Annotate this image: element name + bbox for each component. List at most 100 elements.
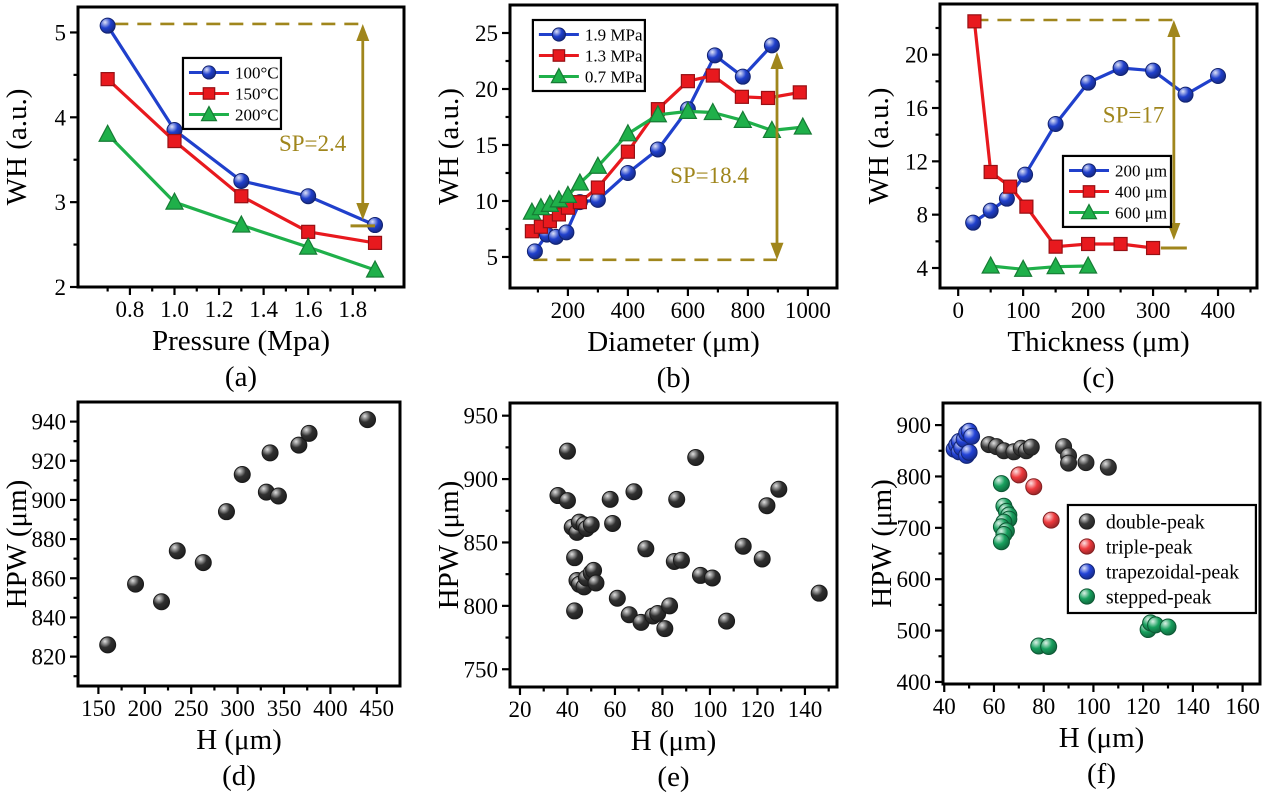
svg-text:1.6: 1.6 [294,297,323,322]
y-axis-label: WH (a.u.) [863,88,895,205]
svg-text:40: 40 [933,694,956,719]
chart-e-canvas: 20 40 60 80 100 120 140 750 800 850 900 950 H (μm) HP… [433,401,839,793]
svg-text:800: 800 [731,298,766,323]
svg-text:20: 20 [508,697,531,722]
svg-text:80: 80 [1032,694,1055,719]
chart-d-canvas: 150 200 250 300 350 400 450 820 840 860 880 900 920 9… [1,400,402,792]
legend: double-peak triple-peak trapezoidal-peak st… [1066,503,1257,615]
svg-text:750: 750 [464,657,499,682]
x-axis-label: Diameter (μm) [587,326,760,358]
svg-text:5: 5 [55,20,67,45]
svg-text:10: 10 [475,189,498,214]
svg-text:300: 300 [220,696,255,721]
svg-text:920: 920 [32,449,67,474]
sp-value-label: SP=17 [1103,103,1165,128]
panel-letter: (e) [657,761,689,793]
svg-text:200: 200 [1071,298,1106,323]
svg-text:16: 16 [905,96,928,121]
svg-text:400 μm: 400 μm [1115,182,1167,201]
svg-text:600: 600 [897,567,932,592]
sp-arrow [770,52,784,260]
svg-text:840: 840 [32,605,67,630]
y-axis-label: HPW (μm) [866,479,898,608]
svg-text:12: 12 [905,149,928,174]
svg-text:400: 400 [313,696,348,721]
svg-text:800: 800 [897,464,932,489]
svg-text:400: 400 [1201,298,1236,323]
svg-text:140: 140 [1176,694,1211,719]
svg-text:250: 250 [174,696,209,721]
svg-text:860: 860 [32,566,67,591]
svg-text:880: 880 [32,527,67,552]
y-axis-label: HPW (μm) [1,480,33,609]
svg-text:350: 350 [267,696,302,721]
svg-text:500: 500 [897,619,932,644]
chart-c-canvas: 0 100 200 300 400 4 8 12 16 20 SP=17 200 μm 400 μm 60… [863,2,1259,394]
sp-value-label: SP=18.4 [670,163,749,188]
svg-text:200: 200 [128,696,163,721]
svg-text:900: 900 [464,467,499,492]
svg-text:80: 80 [651,697,674,722]
sp-arrow [356,23,370,220]
svg-text:40: 40 [556,697,579,722]
x-axis-label: H (μm) [1059,722,1145,754]
series-stepped-peak [992,475,1177,655]
svg-text:100: 100 [693,697,728,722]
svg-text:1.2: 1.2 [205,297,234,322]
svg-text:1.9 MPa: 1.9 MPa [585,25,643,44]
x-axis-label: H (μm) [196,724,282,756]
svg-text:0.7 MPa: 0.7 MPa [585,67,643,86]
plot-area [938,2,1259,290]
chart-f-canvas: 40 60 80 100 120 140 160 400 500 600 700 800 900 doub… [866,401,1262,790]
svg-text:100°C: 100°C [235,63,279,82]
subplot-a: 0.8 1.0 1.2 1.4 1.6 1.8 2 3 4 5 SP=2.4 100°C 150°C 20… [0,0,423,397]
svg-text:820: 820 [32,645,67,670]
y-axis-label: HPW (μm) [433,481,465,610]
legend: 100°C 150°C 200°C [181,56,283,131]
series-double-peak [980,436,1117,476]
series-points-e [549,442,828,638]
svg-text:20: 20 [905,43,928,68]
svg-text:150: 150 [81,696,116,721]
svg-text:600: 600 [671,298,706,323]
subplot-c: 0 100 200 300 400 4 8 12 16 20 SP=17 200 μm 400 μm 60… [846,0,1269,397]
svg-text:25: 25 [475,21,498,46]
panel-letter: (a) [225,361,257,393]
x-axis-label: Thickness (μm) [1007,326,1189,358]
svg-text:1.4: 1.4 [249,297,278,322]
svg-text:double-peak: double-peak [1106,512,1205,534]
svg-text:450: 450 [360,696,395,721]
axes-ticks [70,31,377,295]
svg-text:8: 8 [917,203,929,228]
legend: 200 μm 400 μm 600 μm [1061,154,1173,229]
axes-ticks [502,31,809,296]
chart-a-canvas: 0.8 1.0 1.2 1.4 1.6 1.8 2 3 4 5 SP=2.4 100°C 150°C 20… [1,5,406,393]
svg-text:200 μm: 200 μm [1115,161,1167,180]
legend: 1.9 MPa 1.3 MPa 0.7 MPa [531,18,646,93]
subplot-f: 40 60 80 100 120 140 160 400 500 600 700 800 900 doub… [846,397,1269,795]
svg-text:150°C: 150°C [235,84,279,103]
axes-ticks [502,414,830,695]
axes-ticks [935,423,1244,692]
series-200°C [98,123,385,278]
svg-text:stepped-peak: stepped-peak [1106,587,1212,609]
svg-text:120: 120 [1126,694,1161,719]
series-150°C [100,72,383,250]
svg-text:200°C: 200°C [235,105,279,124]
sp-value-label: SP=2.4 [279,131,347,156]
series-triple-peak [1010,466,1060,529]
y-axis-label: WH (a.u.) [433,88,465,205]
panel-letter: (d) [222,760,256,792]
panel-letter: (f) [1087,758,1116,790]
svg-text:60: 60 [982,694,1005,719]
x-axis-label: Pressure (Mpa) [152,325,330,357]
svg-text:160: 160 [1225,694,1260,719]
panel-letter: (c) [1082,362,1114,394]
svg-text:4: 4 [55,105,67,130]
svg-text:1000: 1000 [785,298,831,323]
svg-text:0: 0 [952,298,964,323]
svg-text:0.8: 0.8 [116,297,145,322]
svg-text:600 μm: 600 μm [1115,203,1167,222]
